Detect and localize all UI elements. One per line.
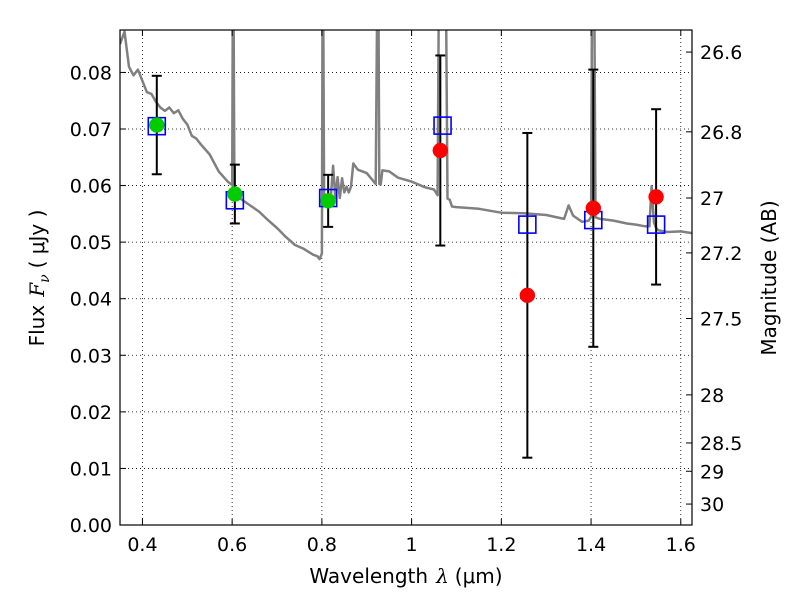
y-tick-label: 0.03 xyxy=(70,345,112,367)
y-tick-label: 0.06 xyxy=(70,176,112,198)
x-tick-label: 1.6 xyxy=(666,534,696,556)
y2-tick-label: 27.2 xyxy=(700,243,742,265)
model-photometry-square xyxy=(646,215,666,234)
sed-model xyxy=(120,30,692,261)
x-tick-label: 1 xyxy=(406,534,418,556)
markers xyxy=(147,116,666,304)
y2-tick-label: 28.5 xyxy=(700,433,742,455)
y-axis-label: FluxFν( μJy ) xyxy=(25,210,53,347)
x-axis-label: Wavelength λ (μm) xyxy=(309,564,502,588)
low_significance-point xyxy=(648,189,664,205)
y-tick-label: 0.02 xyxy=(70,402,112,424)
plot-frame xyxy=(119,29,693,526)
y-tick-label: 0.07 xyxy=(70,119,112,141)
axis-ticks: 0.4 0.6 0.8 1 1.2 1.4 1.6 0.00 0.01 0.02 0.03 0.04 0… xyxy=(70,30,742,556)
y2-axis-label: Magnitude (AB) xyxy=(757,200,781,355)
y-tick-label: 0.04 xyxy=(70,289,112,311)
model-photometry-square xyxy=(433,116,452,135)
y2-tick-label: 26.6 xyxy=(700,42,742,64)
model-photometry-square xyxy=(518,215,537,234)
y2-tick-label: 27 xyxy=(700,188,724,210)
y2-tick-label: 28 xyxy=(700,385,724,407)
y2-tick-label: 27.5 xyxy=(700,309,742,331)
low_significance-point xyxy=(585,200,602,216)
y2-tick-label: 30 xyxy=(700,494,724,516)
low_significance-point xyxy=(432,142,449,159)
grid xyxy=(120,30,692,526)
y2-tick-label: 26.8 xyxy=(700,122,742,144)
y-tick-label: 0.00 xyxy=(70,515,112,537)
y2-tick-label: 29 xyxy=(700,461,724,483)
detections-point xyxy=(149,117,165,133)
y-tick-label: 0.01 xyxy=(70,458,112,480)
x-tick-label: 0.8 xyxy=(307,534,337,556)
y-tick-label: 0.05 xyxy=(70,232,112,254)
low_significance-point xyxy=(519,287,536,304)
x-tick-label: 0.4 xyxy=(127,534,157,556)
x-tick-label: 0.6 xyxy=(217,534,247,556)
y-tick-label: 0.08 xyxy=(70,62,112,84)
x-tick-label: 1.4 xyxy=(576,534,606,556)
x-tick-label: 1.2 xyxy=(486,534,516,556)
detections-point xyxy=(320,193,336,209)
detections-point xyxy=(227,186,243,202)
sed-model-line xyxy=(120,30,692,261)
error-bars xyxy=(151,54,662,459)
